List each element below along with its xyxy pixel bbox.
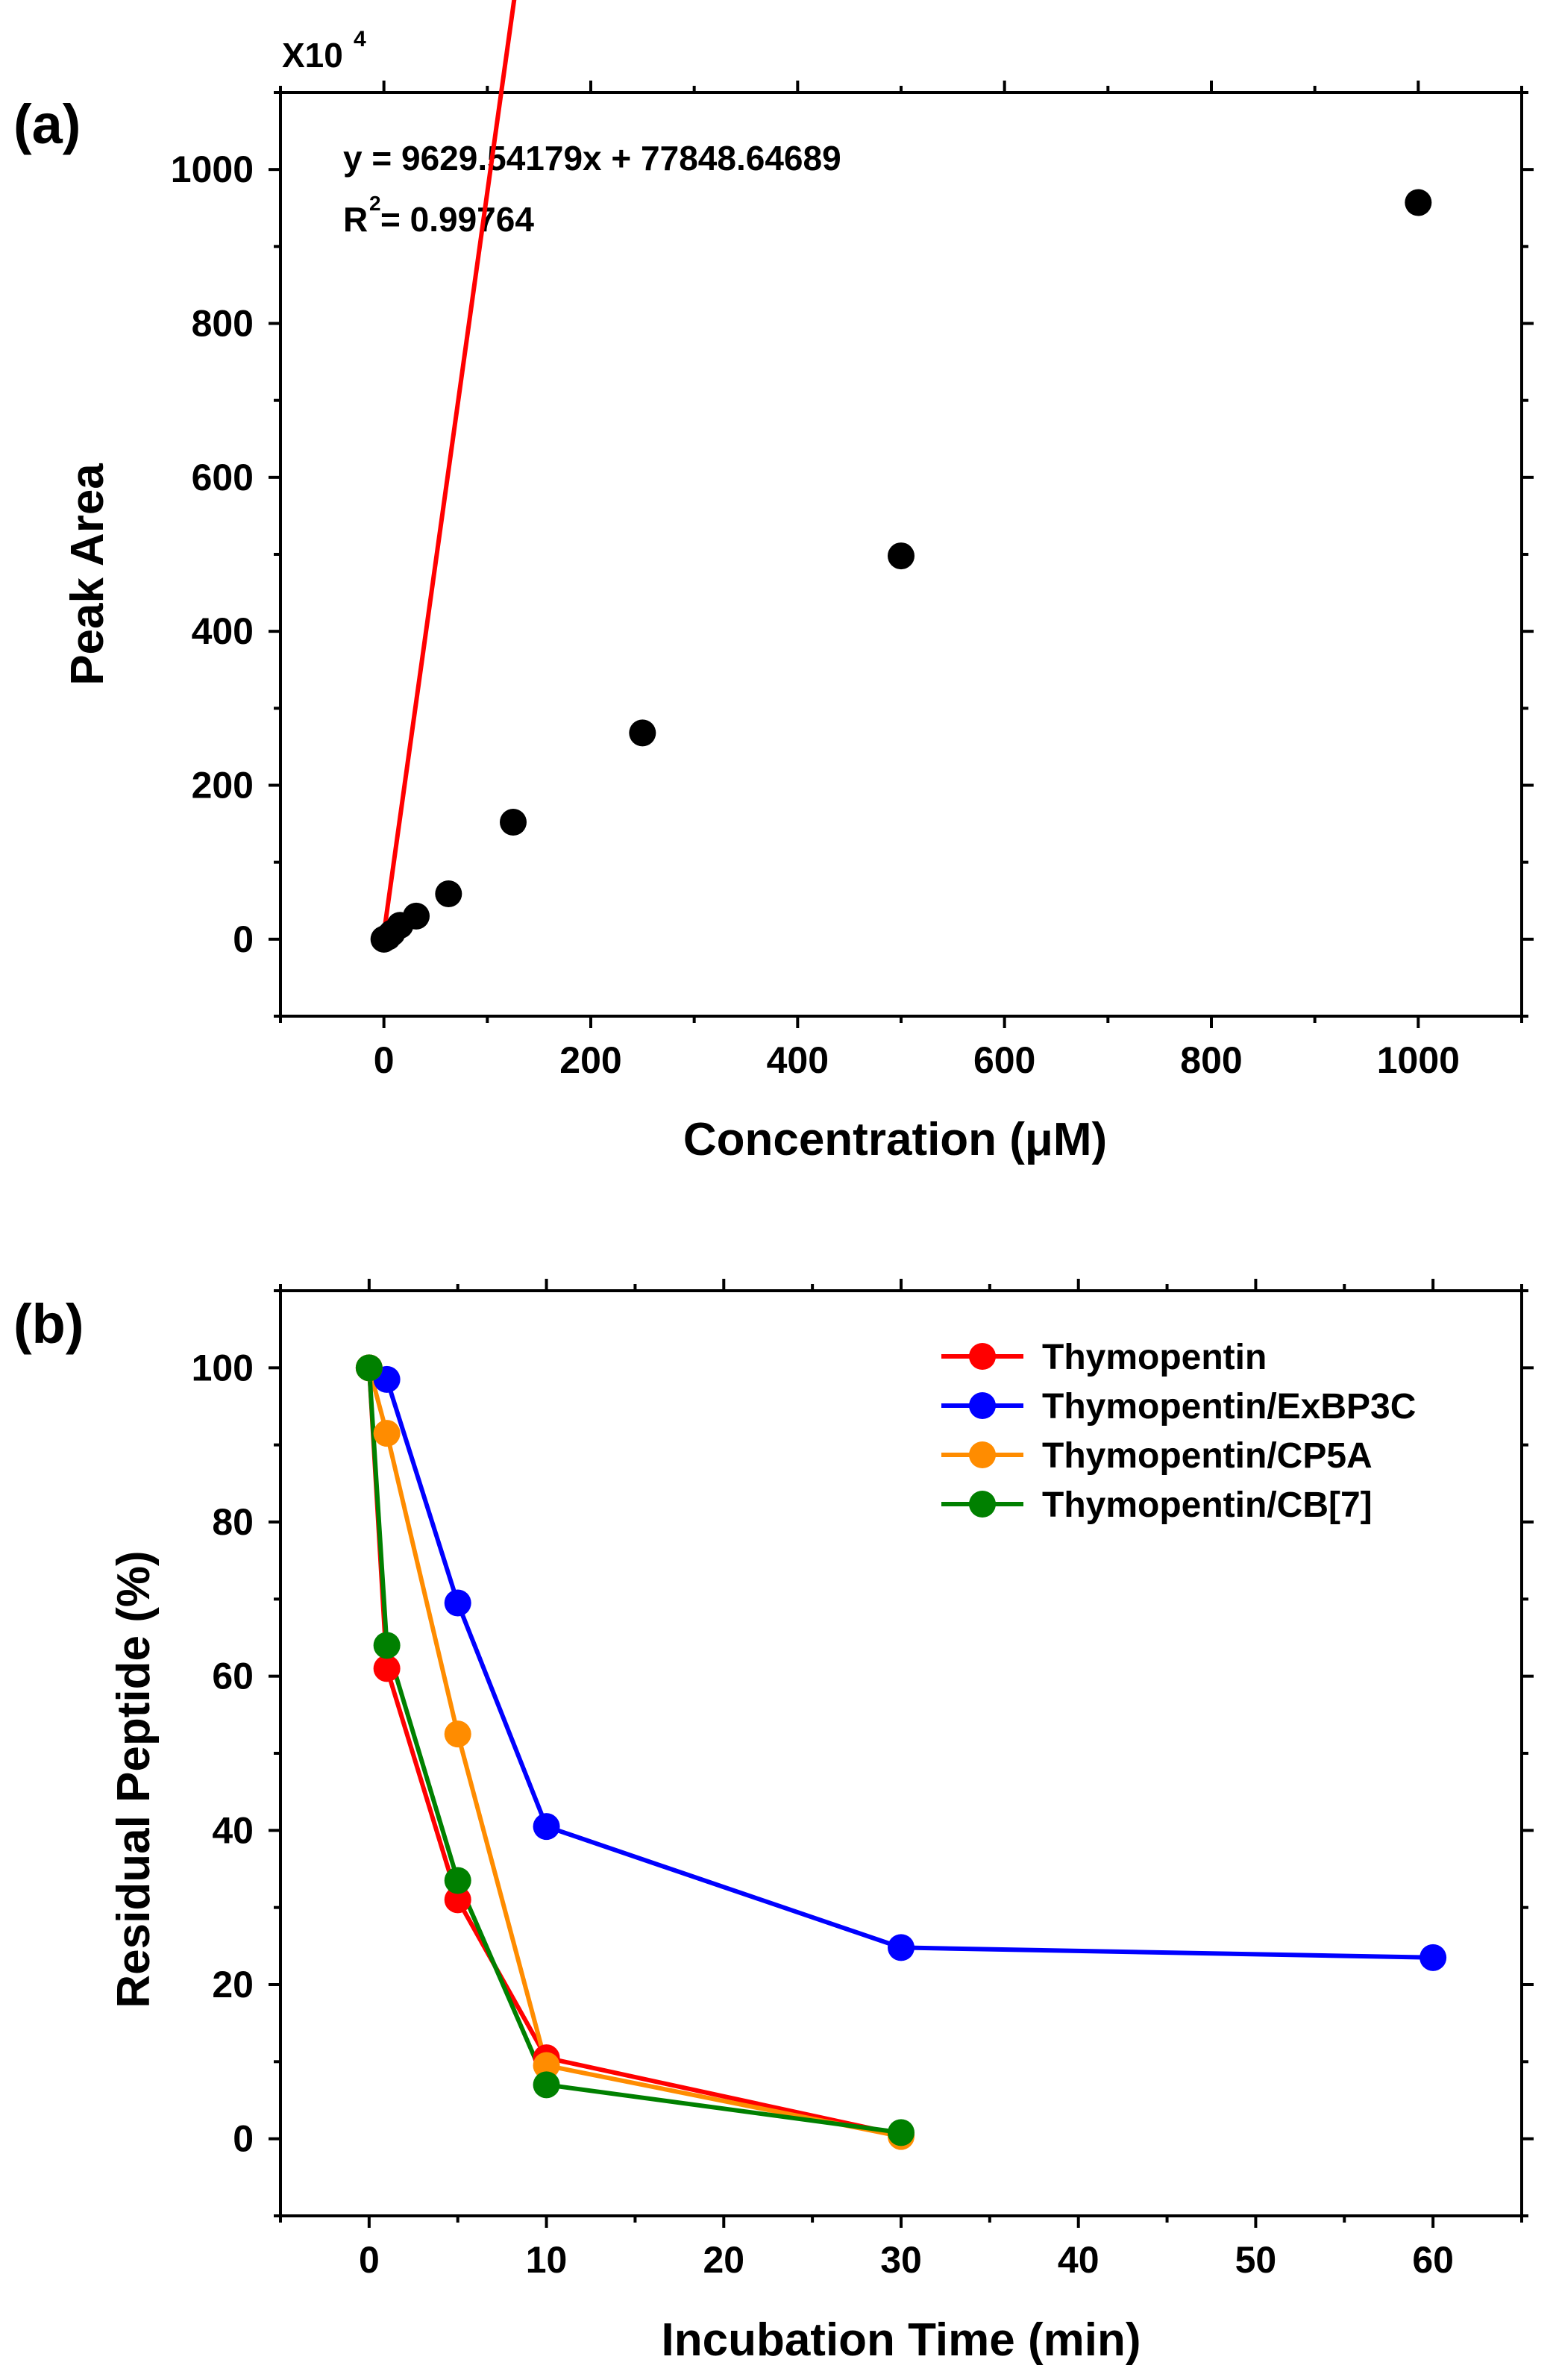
- panel-b-y-tick-label: 40: [212, 1809, 254, 1851]
- panel-b-series-line-0: [366, 1368, 902, 2138]
- panel-a-x-tick-label: 200: [559, 1039, 621, 1081]
- panel-b-y-tick-label: 20: [212, 1964, 254, 2005]
- panel-a: (a) X10 4 y = 9629.54179x + 77848.64689 …: [13, 0, 1534, 1165]
- panel-b-series-3-point: [355, 1354, 383, 1382]
- panel-b-series-3-point: [373, 1632, 401, 1659]
- panel-b-y-tick-label: 0: [233, 2118, 254, 2160]
- panel-a-y-tick-label: 800: [192, 303, 254, 345]
- panel-a-x-tick-label: 600: [973, 1039, 1035, 1081]
- panel-b: (b) Incubation Time (min) Residual Pepti…: [13, 1279, 1534, 2366]
- panel-b-series-0-point: [444, 1886, 471, 1914]
- panel-a-fit-equation: y = 9629.54179x + 77848.64689: [343, 139, 841, 178]
- panel-a-data-point: [888, 542, 915, 570]
- panel-b-series-2-point: [533, 2052, 560, 2079]
- panel-a-y-tick-label: 0: [233, 918, 254, 960]
- panel-a-multiplier-exp: 4: [354, 27, 366, 51]
- panel-b-label: (b): [13, 1293, 84, 1355]
- panel-b-y-tick-label: 100: [192, 1347, 254, 1388]
- panel-a-x-tick-label: 800: [1180, 1039, 1242, 1081]
- panel-b-y-tick-label: 80: [212, 1501, 254, 1543]
- panel-b-x-tick-label: 60: [1412, 2239, 1454, 2281]
- panel-b-series-line-3: [366, 1368, 902, 2135]
- panel-a-data-point: [1405, 189, 1432, 216]
- panel-b-series-3-point: [888, 2119, 915, 2146]
- legend-label-2: Thymopentin/CP5A: [1042, 1436, 1373, 1476]
- panel-a-r2-value: = 0.99764: [380, 200, 534, 239]
- panel-b-x-tick-label: 30: [880, 2239, 922, 2281]
- panel-b-x-tick-label: 10: [526, 2239, 568, 2281]
- legend-marker-1: [969, 1392, 996, 1419]
- panel-b-plot-frame: [279, 1289, 1523, 2217]
- legend-label-0: Thymopentin: [1042, 1338, 1267, 1377]
- panel-b-series-1-point: [888, 1934, 915, 1961]
- panel-a-multiplier-base: X10: [282, 36, 343, 75]
- panel-b-series-2-point: [373, 1420, 401, 1447]
- panel-a-multiplier: X10 4: [282, 27, 366, 75]
- panel-a-r2: R 2 = 0.99764: [343, 192, 534, 239]
- panel-b-series-0-point: [373, 1655, 401, 1682]
- panel-a-label: (a): [13, 93, 81, 155]
- panel-b-legend: Thymopentin Thymopentin/ExBP3C Thymopentin…: [941, 1338, 1416, 1525]
- panel-b-y-tick-label: 60: [212, 1656, 254, 1697]
- panel-b-x-tick-label: 0: [359, 2239, 380, 2281]
- panel-b-y-axis-title: Residual Peptide (%): [108, 1550, 160, 2008]
- panel-b-x-tick-label: 50: [1235, 2239, 1277, 2281]
- legend-label-1: Thymopentin/ExBP3C: [1042, 1387, 1416, 1427]
- panel-a-x-tick-label: 0: [374, 1039, 395, 1081]
- panel-a-y-tick-label: 1000: [171, 148, 254, 190]
- panel-a-y-tick-label: 200: [192, 765, 254, 807]
- panel-b-x-tick-label: 20: [703, 2239, 744, 2281]
- panel-a-y-axis-title: Peak Area: [62, 463, 113, 686]
- legend-marker-3: [969, 1491, 996, 1518]
- panel-b-series-3-point: [444, 1867, 471, 1894]
- legend-label-3: Thymopentin/CB[7]: [1042, 1485, 1373, 1525]
- panel-b-series-2-point: [444, 1720, 471, 1748]
- panel-b-series-1-point: [1419, 1944, 1447, 1971]
- legend-marker-2: [969, 1441, 996, 1468]
- panel-a-x-tick-label: 400: [767, 1039, 829, 1081]
- panel-b-x-tick-label: 40: [1058, 2239, 1099, 2281]
- panel-a-data-point: [500, 809, 527, 836]
- panel-a-data-point: [403, 902, 430, 930]
- panel-b-x-axis-title: Incubation Time (min): [662, 2314, 1141, 2366]
- panel-a-r2-label: R: [343, 200, 368, 239]
- panel-a-data-point: [435, 880, 462, 907]
- legend-marker-0: [969, 1343, 996, 1370]
- panel-b-series-3-point: [533, 2071, 560, 2099]
- panel-a-y-tick-label: 400: [192, 610, 254, 652]
- panel-b-series-1-point: [444, 1589, 471, 1617]
- panel-b-series-1-point: [533, 1813, 560, 1841]
- panel-a-data-point: [629, 719, 656, 747]
- panel-b-series-line-2: [367, 1367, 902, 2139]
- panel-a-x-tick-label: 1000: [1377, 1039, 1460, 1081]
- panel-a-r2-sup: 2: [369, 192, 381, 215]
- panel-a-y-tick-label: 600: [192, 457, 254, 498]
- panel-a-x-axis-title: Concentration (μM): [683, 1114, 1107, 1165]
